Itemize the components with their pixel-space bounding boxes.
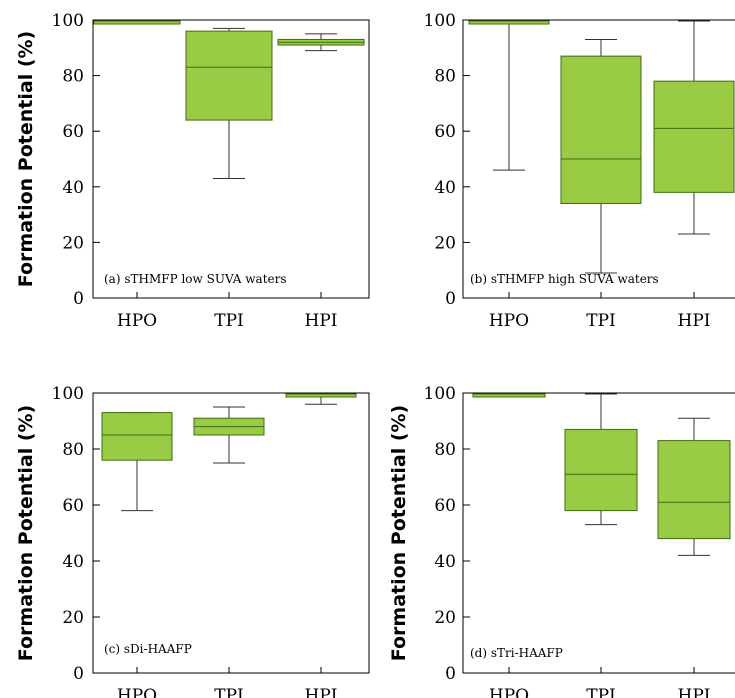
panel-a-frame <box>92 19 370 299</box>
panel-a-x-tick-label: TPI <box>214 311 244 331</box>
panel-c-y-ticks: 0 20 40 60 80 100 <box>52 384 100 684</box>
panel-a-hpi-box-group <box>277 33 365 52</box>
panel-d-hpo-box-group <box>472 393 546 398</box>
panel-c-boxes <box>101 393 357 512</box>
panel-a-y-tick-label: 100 <box>52 11 84 31</box>
panel-b-y-tick-label: 100 <box>424 11 456 31</box>
panel-d-frame <box>462 392 735 674</box>
panel-a-y-tick-label: 20 <box>62 233 84 253</box>
panel-b-y-tick-label: 40 <box>434 178 456 198</box>
panel-b-x-ticks: HPO TPI HPI <box>489 292 711 331</box>
panel-b-annotation: (b) sTHMFP high SUVA waters <box>470 272 659 286</box>
panel-c-y-tick-label: 20 <box>62 608 84 628</box>
panel-b-y-tick-label: 60 <box>434 122 456 142</box>
panel-b-hpi-box-group <box>653 20 735 235</box>
panel-b-y-tick-label: 80 <box>434 67 456 87</box>
panel-c: 0 20 40 60 80 100 HPO TPI HPI Formation Potenti… <box>15 384 370 698</box>
panel-d-boxes <box>472 393 731 556</box>
panel-a-hpo-box-group <box>93 20 181 25</box>
panel-a-tpi-box-group <box>185 27 273 179</box>
panel-a-x-ticks: HPO TPI HPI <box>117 292 338 331</box>
panel-c-x-tick-label: TPI <box>214 686 244 698</box>
panel-b-x-tick-label: HPO <box>489 311 529 331</box>
panel-d-hpi-box <box>657 440 731 540</box>
panel-d-y-tick-label: 0 <box>445 664 456 684</box>
panel-d-y-tick-label: 100 <box>424 384 456 404</box>
panel-c-y-tick-label: 0 <box>73 664 84 684</box>
panel-b-x-tick-label: HPI <box>678 311 711 331</box>
panel-b-y-ticks: 0 20 40 60 80 100 <box>424 11 470 309</box>
panel-c-tpi-box-group <box>193 406 265 464</box>
panel-b-hpi-box <box>653 80 735 193</box>
panel-c-hpo-box <box>101 412 173 461</box>
panel-d-y-tick-label: 40 <box>434 552 456 572</box>
panel-a-y-ticks: 0 20 40 60 80 100 <box>52 11 100 309</box>
panel-a: 0 20 40 60 80 100 HPO TPI HPI Formation Potenti… <box>15 11 370 331</box>
panel-a-y-tick-label: 40 <box>62 178 84 198</box>
panel-d-x-ticks: HPO TPI HPI <box>489 667 711 698</box>
panel-d-annotation: (d) sTri-HAAFP <box>470 646 563 660</box>
panel-d-tpi-box <box>564 428 638 512</box>
panel-d-y-ticks: 0 20 40 60 80 100 <box>424 384 470 684</box>
panel-a-y-tick-label: 80 <box>62 67 84 87</box>
panel-a-annotation: (a) sTHMFP low SUVA waters <box>104 272 287 286</box>
panel-d-y-axis-label: Formation Potential (%) <box>388 405 410 661</box>
panel-a-y-axis-label: Formation Potential (%) <box>15 31 37 287</box>
panel-a-x-tick-label: HPO <box>117 311 157 331</box>
panel-b-y-tick-label: 20 <box>434 233 456 253</box>
panel-a-x-tick-label: HPI <box>305 311 338 331</box>
panel-d-x-tick-label: HPO <box>489 686 529 698</box>
panel-c-y-tick-label: 100 <box>52 384 84 404</box>
panel-c-y-tick-label: 80 <box>62 440 84 460</box>
panel-b: 0 20 40 60 80 100 HPO TPI HPI (b) sTHMFP high S… <box>424 11 735 331</box>
panel-c-y-axis-label: Formation Potential (%) <box>15 405 37 661</box>
panel-d-y-tick-label: 80 <box>434 440 456 460</box>
panel-c-annotation: (c) sDi-HAAFP <box>104 642 192 656</box>
panel-c-x-tick-label: HPO <box>117 686 157 698</box>
panel-a-y-tick-label: 0 <box>73 289 84 309</box>
panel-d-y-tick-label: 60 <box>434 496 456 516</box>
panel-a-boxes <box>93 20 365 179</box>
panel-d-y-tick-label: 20 <box>434 608 456 628</box>
panel-a-y-tick-label: 60 <box>62 122 84 142</box>
panel-c-hpi-box-group <box>285 393 357 405</box>
panel-c-frame <box>92 392 370 674</box>
panel-b-x-tick-label: TPI <box>586 311 616 331</box>
panel-c-y-tick-label: 40 <box>62 552 84 572</box>
panel-d-x-tick-label: HPI <box>678 686 711 698</box>
panel-b-boxes <box>468 20 735 274</box>
panel-b-hpo-box-group <box>468 20 550 171</box>
panel-d-x-tick-label: TPI <box>586 686 616 698</box>
panel-c-y-tick-label: 60 <box>62 496 84 516</box>
panel-b-frame <box>462 19 735 299</box>
panel-b-tpi-box-group <box>560 38 642 274</box>
panel-d-hpi-box-group <box>657 417 731 556</box>
panel-c-x-ticks: HPO TPI HPI <box>117 667 338 698</box>
panel-c-hpo-box-group <box>101 412 173 512</box>
panel-b-y-tick-label: 0 <box>445 289 456 309</box>
panel-d: 0 20 40 60 80 100 HPO TPI HPI Formation Potenti… <box>388 384 735 698</box>
panel-b-tpi-box <box>560 55 642 204</box>
panel-a-tpi-box <box>185 30 273 121</box>
panel-c-x-tick-label: HPI <box>305 686 338 698</box>
panel-d-tpi-box-group <box>564 393 638 526</box>
